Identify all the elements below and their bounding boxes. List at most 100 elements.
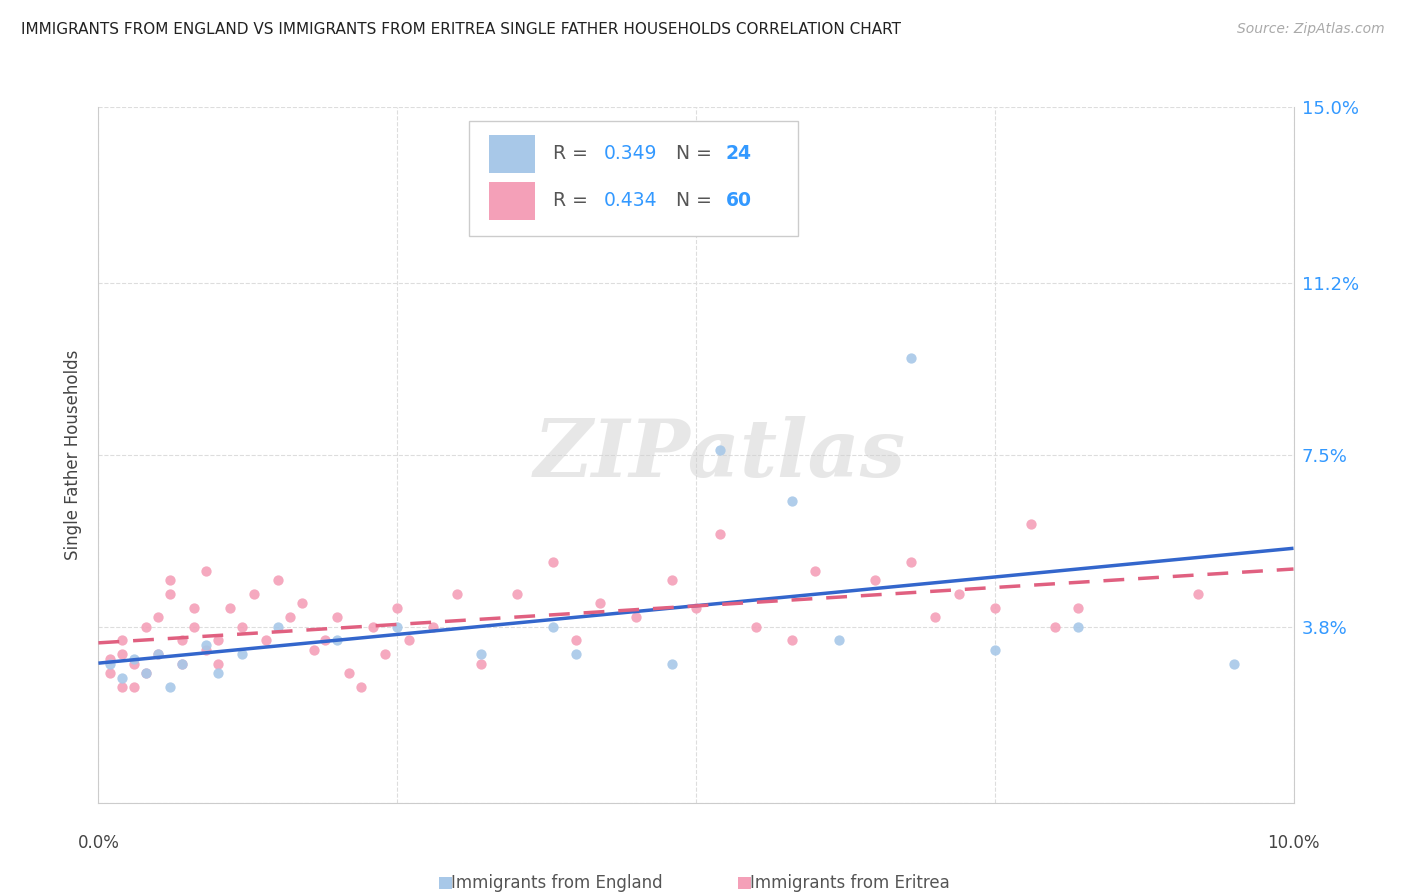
- Point: [589, 596, 612, 610]
- Point: [470, 648, 492, 662]
- Text: ZIPatlas: ZIPatlas: [534, 417, 905, 493]
- Point: [374, 648, 396, 662]
- Y-axis label: Single Father Households: Single Father Households: [65, 350, 83, 560]
- Point: [350, 680, 373, 694]
- Point: [278, 610, 301, 624]
- Point: [1043, 619, 1066, 633]
- Point: [207, 657, 229, 671]
- Point: [326, 633, 349, 648]
- Point: [1019, 517, 1042, 532]
- Point: [984, 642, 1007, 657]
- Point: [148, 610, 170, 624]
- Point: [172, 657, 194, 671]
- Point: [565, 633, 588, 648]
- Point: [100, 657, 122, 671]
- FancyBboxPatch shape: [439, 877, 451, 889]
- Point: [195, 564, 218, 578]
- Point: [148, 648, 170, 662]
- Point: [804, 564, 827, 578]
- Point: [1223, 657, 1246, 671]
- Point: [111, 671, 134, 685]
- Point: [231, 648, 253, 662]
- Point: [159, 680, 181, 694]
- Text: 0.349: 0.349: [605, 145, 658, 163]
- Text: 0.434: 0.434: [605, 192, 658, 211]
- Text: 24: 24: [725, 145, 752, 163]
- Point: [398, 633, 420, 648]
- Point: [745, 619, 768, 633]
- Point: [159, 573, 181, 587]
- Point: [900, 351, 922, 365]
- Point: [709, 443, 731, 458]
- Point: [506, 587, 529, 601]
- Point: [446, 587, 468, 601]
- Text: Immigrants from Eritrea: Immigrants from Eritrea: [749, 874, 949, 892]
- Point: [243, 587, 266, 601]
- Point: [948, 587, 970, 601]
- Point: [135, 619, 157, 633]
- Point: [661, 657, 683, 671]
- Point: [111, 648, 134, 662]
- Point: [172, 657, 194, 671]
- Point: [135, 665, 157, 680]
- Point: [363, 619, 385, 633]
- Point: [172, 633, 194, 648]
- Point: [326, 610, 349, 624]
- Point: [195, 638, 218, 652]
- Point: [685, 601, 707, 615]
- Text: 0.0%: 0.0%: [77, 834, 120, 852]
- Point: [541, 619, 564, 633]
- Point: [267, 619, 290, 633]
- Point: [124, 680, 146, 694]
- Text: 60: 60: [725, 192, 752, 211]
- Text: 10.0%: 10.0%: [1267, 834, 1320, 852]
- Point: [135, 665, 157, 680]
- Point: [780, 494, 803, 508]
- Text: IMMIGRANTS FROM ENGLAND VS IMMIGRANTS FROM ERITREA SINGLE FATHER HOUSEHOLDS CORR: IMMIGRANTS FROM ENGLAND VS IMMIGRANTS FR…: [21, 22, 901, 37]
- Point: [148, 648, 170, 662]
- Point: [339, 665, 360, 680]
- Point: [900, 555, 922, 569]
- Text: Source: ZipAtlas.com: Source: ZipAtlas.com: [1237, 22, 1385, 37]
- Point: [291, 596, 314, 610]
- Point: [195, 642, 218, 657]
- Point: [470, 657, 492, 671]
- FancyBboxPatch shape: [489, 182, 534, 220]
- Point: [626, 610, 648, 624]
- Point: [100, 665, 122, 680]
- Point: [1067, 619, 1090, 633]
- Point: [865, 573, 887, 587]
- Point: [565, 648, 588, 662]
- Point: [124, 652, 146, 666]
- Point: [159, 587, 181, 601]
- Point: [385, 601, 409, 615]
- Point: [100, 652, 122, 666]
- Point: [385, 619, 409, 633]
- Point: [183, 619, 205, 633]
- Point: [267, 573, 290, 587]
- FancyBboxPatch shape: [470, 121, 797, 235]
- Point: [780, 633, 803, 648]
- Text: R =: R =: [553, 145, 593, 163]
- Point: [924, 610, 946, 624]
- Point: [709, 526, 731, 541]
- Point: [541, 555, 564, 569]
- Point: [183, 601, 205, 615]
- Point: [231, 619, 253, 633]
- Point: [207, 633, 229, 648]
- Point: [302, 642, 325, 657]
- FancyBboxPatch shape: [738, 877, 751, 889]
- Point: [422, 619, 444, 633]
- Text: Immigrants from England: Immigrants from England: [451, 874, 662, 892]
- Text: R =: R =: [553, 192, 593, 211]
- Text: N =: N =: [676, 145, 717, 163]
- Point: [111, 633, 134, 648]
- Point: [984, 601, 1007, 615]
- Text: N =: N =: [676, 192, 717, 211]
- Point: [315, 633, 337, 648]
- Point: [207, 665, 229, 680]
- Point: [219, 601, 242, 615]
- Point: [661, 573, 683, 587]
- Point: [1067, 601, 1090, 615]
- Point: [254, 633, 277, 648]
